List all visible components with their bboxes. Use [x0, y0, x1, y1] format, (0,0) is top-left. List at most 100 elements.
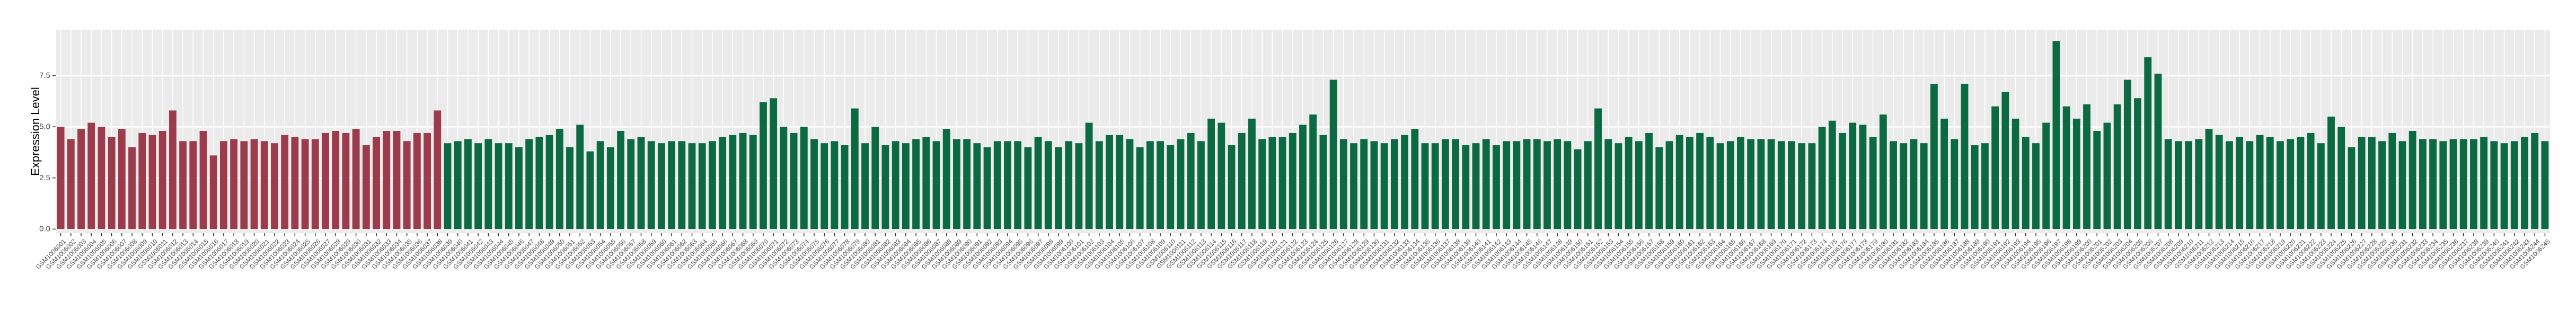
bar [2012, 118, 2019, 229]
bar [1604, 139, 1612, 229]
bar [220, 141, 227, 229]
bar [260, 141, 268, 229]
bar [1116, 135, 1124, 229]
bar [2103, 122, 2111, 229]
bar [912, 139, 920, 229]
bar [1981, 143, 1989, 229]
bar [657, 143, 665, 229]
bar [2490, 141, 2498, 229]
bar [1146, 141, 1154, 229]
bar [2337, 127, 2345, 229]
bar [495, 143, 502, 229]
bar [1645, 132, 1653, 229]
bar [2358, 137, 2366, 229]
bar [1940, 118, 1948, 229]
bar [158, 131, 166, 229]
bar [2388, 132, 2396, 229]
bar [1716, 143, 1724, 229]
bar [1157, 141, 1165, 229]
bar [2042, 122, 2050, 229]
bar [444, 143, 452, 229]
bar [1187, 132, 1195, 229]
bar [1961, 84, 1969, 229]
bar [1452, 139, 1460, 229]
bar [1828, 120, 1836, 229]
bar [922, 137, 930, 229]
bar [2317, 143, 2325, 229]
bar [1665, 141, 1673, 229]
bar [2174, 141, 2182, 229]
bar [760, 102, 767, 229]
bar [719, 137, 727, 229]
bar [1380, 143, 1388, 229]
bar [434, 110, 442, 229]
bar [2195, 139, 2203, 229]
bar [199, 131, 207, 229]
bar [1390, 139, 1398, 229]
bar [240, 141, 248, 229]
bar [2500, 143, 2508, 229]
bar [454, 141, 462, 229]
bar [77, 129, 85, 229]
bar [342, 132, 350, 229]
bar [138, 132, 146, 229]
bar [1207, 118, 1215, 229]
bar [474, 143, 482, 229]
bar [1258, 139, 1266, 229]
bar [505, 143, 513, 229]
bar [118, 129, 126, 229]
y-axis-title: Expression Level [29, 87, 42, 176]
bar [1329, 79, 1337, 229]
bar [545, 135, 553, 229]
bar [892, 141, 899, 229]
bar [179, 141, 187, 229]
bar [2113, 104, 2121, 229]
bar [596, 141, 604, 229]
bar [1869, 137, 1877, 229]
bar [1024, 147, 1032, 229]
bar [1910, 139, 1918, 229]
bar [362, 145, 370, 229]
bar [932, 141, 940, 229]
bar [2246, 141, 2254, 229]
bar [2368, 137, 2376, 229]
bar [322, 132, 329, 229]
bar [586, 151, 594, 229]
bar [271, 143, 278, 229]
bar [525, 139, 533, 229]
bar [311, 139, 319, 229]
bar [1248, 118, 1256, 229]
bar [2470, 139, 2477, 229]
bar [770, 98, 778, 229]
bar [2185, 141, 2193, 229]
bar [2398, 141, 2406, 229]
bar [1493, 145, 1500, 229]
bar [1218, 122, 1225, 229]
bar [464, 139, 472, 229]
bar [1085, 122, 1093, 229]
bar [1401, 135, 1408, 229]
bar [1503, 141, 1511, 229]
bar [780, 127, 788, 229]
bar [2134, 98, 2141, 229]
bar [1441, 139, 1449, 229]
bar [1767, 139, 1775, 229]
bar [739, 132, 747, 229]
bar [1197, 141, 1205, 229]
bar [729, 135, 737, 229]
bar [393, 131, 401, 229]
bar [2531, 132, 2539, 229]
bar [2144, 57, 2152, 229]
bar [2521, 137, 2528, 229]
bar [484, 139, 492, 229]
bar [2001, 92, 2009, 229]
bar [1859, 125, 1867, 229]
bar [189, 141, 197, 229]
bar [1920, 143, 1928, 229]
bar [2226, 141, 2233, 229]
bar [1615, 143, 1622, 229]
bar [1126, 139, 1134, 229]
bar [1075, 143, 1083, 229]
bar [953, 139, 960, 229]
